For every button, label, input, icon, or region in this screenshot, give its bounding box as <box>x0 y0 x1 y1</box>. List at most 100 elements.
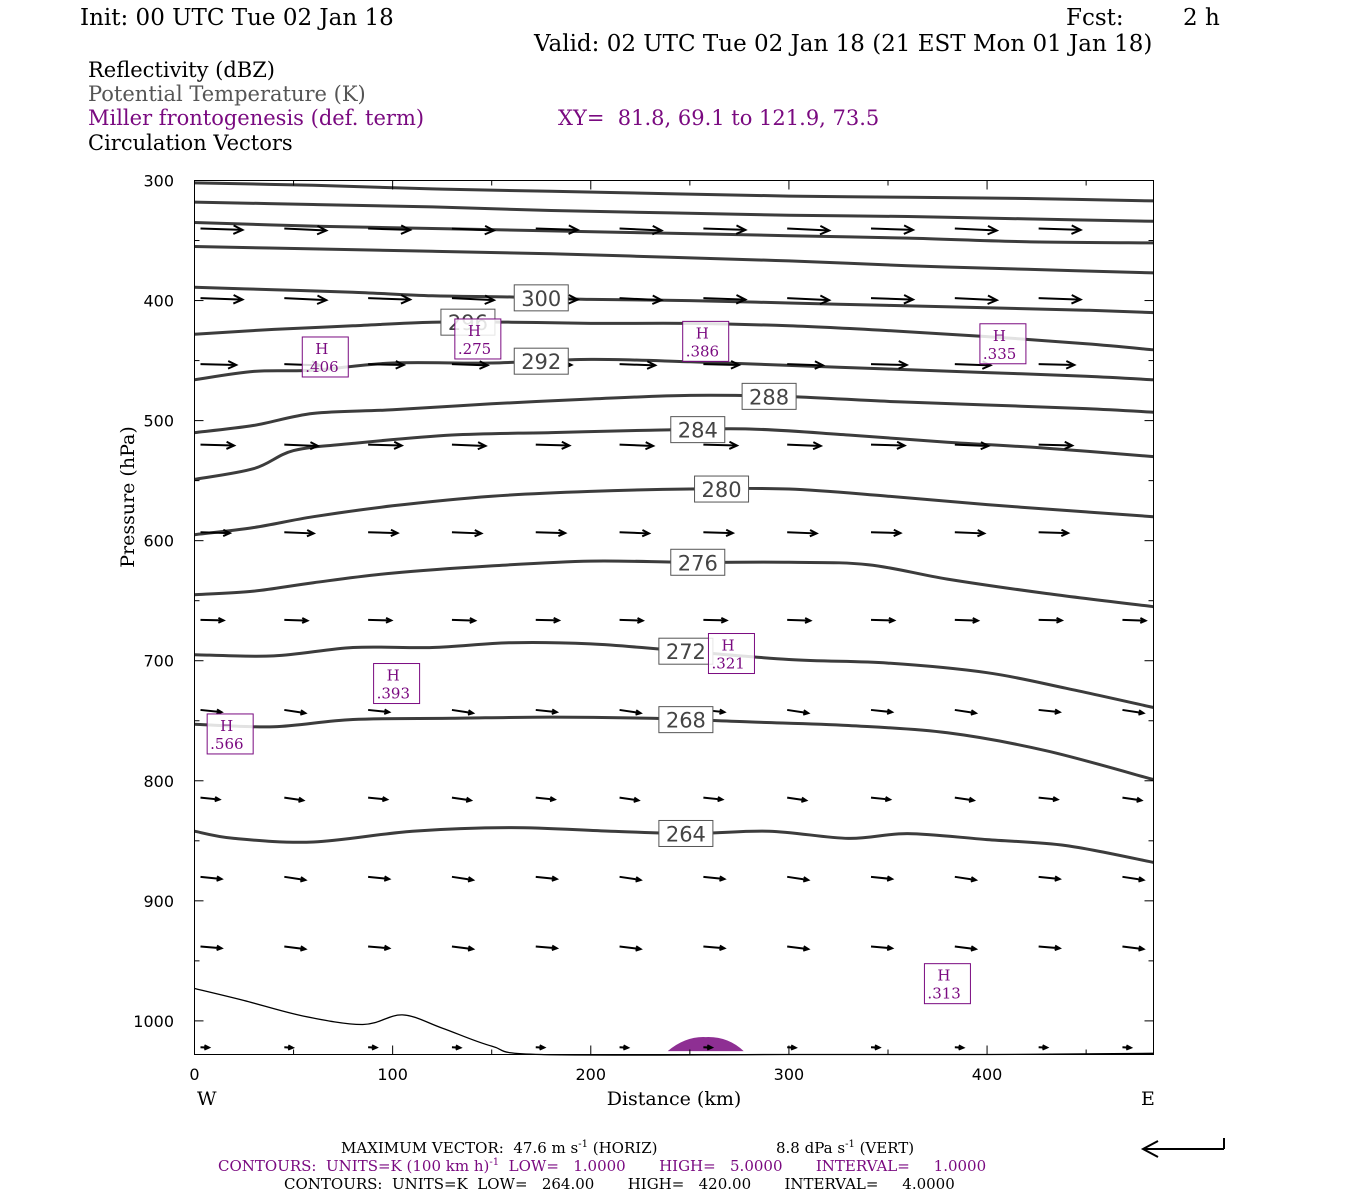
frontogenesis-value: .313 <box>927 985 960 1003</box>
circulation-vector <box>284 1044 296 1051</box>
theta-contour-276 <box>194 559 1154 609</box>
y-axis-title: Pressure (hPa) <box>117 426 139 568</box>
frontogenesis-value: .321 <box>711 655 744 673</box>
circulation-vector <box>451 945 476 952</box>
circulation-vector <box>200 708 224 715</box>
valid-time: Valid: 02 UTC Tue 02 Jan 18 (21 EST Mon … <box>534 31 1153 57</box>
theta-label-264: 264 <box>666 822 706 846</box>
circulation-vector <box>200 440 237 450</box>
frontogenesis-max-566: H.566 <box>206 713 254 755</box>
frontogenesis-value: .335 <box>983 345 1016 363</box>
circulation-vector <box>535 708 560 715</box>
circulation-vector <box>200 875 224 882</box>
circulation-vector <box>619 224 664 236</box>
frontogenesis-h: H <box>468 322 481 340</box>
frontogenesis-h: H <box>220 717 233 735</box>
theta-label-box-288 <box>741 382 797 410</box>
theta-label-284: 284 <box>678 419 718 443</box>
frontogenesis-max-321: H.321 <box>707 633 755 675</box>
circulation-vector <box>535 796 557 803</box>
frontogenesis-h: H <box>937 967 950 985</box>
circulation-vector <box>619 708 643 716</box>
circulation-vector <box>954 617 981 624</box>
frontogenesis-value: .406 <box>305 358 338 376</box>
x-end-label-west: W <box>197 1088 217 1110</box>
circulation-vector <box>870 944 895 952</box>
circulation-vector <box>703 360 742 370</box>
circulation-vector <box>451 875 476 883</box>
circulation-vector <box>703 616 729 624</box>
circulation-vector <box>368 224 413 235</box>
circulation-vector <box>954 224 1000 236</box>
frontogenesis-value: .566 <box>210 735 243 753</box>
circulation-vector <box>451 708 476 716</box>
circulation-vector <box>1038 224 1083 235</box>
circulation-vector <box>1038 616 1065 624</box>
theta-contour-316 <box>194 181 1154 203</box>
circulation-vector <box>787 441 824 451</box>
circulation-vector <box>1038 440 1075 450</box>
circulation-vector <box>1038 294 1083 305</box>
circulation-vector <box>1038 875 1062 882</box>
circulation-vector <box>368 944 392 952</box>
frontogenesis-h: H <box>696 324 709 342</box>
y-tick-label-800: 800 <box>143 772 174 791</box>
circulation-vector <box>1122 945 1146 952</box>
x-tick-label-400: 400 <box>972 1065 1003 1084</box>
circulation-vector <box>451 360 490 370</box>
frontogenesis-max-386: H.386 <box>682 320 730 362</box>
legend-frontogenesis: Miller frontogenesis (def. term) <box>88 106 425 130</box>
theta-contour-288 <box>194 393 1154 435</box>
frontogenesis-value: .386 <box>686 342 719 360</box>
legend-vectors: Circulation Vectors <box>88 131 293 155</box>
circulation-vector <box>284 294 329 305</box>
circulation-vector <box>954 441 991 451</box>
plot-frame <box>194 180 1154 1055</box>
circulation-vector <box>703 224 748 235</box>
circulation-vector <box>870 796 893 803</box>
circulation-vector <box>284 617 310 624</box>
y-tick-label-400: 400 <box>143 292 174 311</box>
circulation-vector <box>954 529 987 538</box>
theta-contour-280 <box>194 486 1154 537</box>
theta-label-268: 268 <box>666 709 706 733</box>
circulation-vector <box>619 441 656 451</box>
theta-label-box-300 <box>513 284 569 312</box>
circulation-vector <box>284 875 308 883</box>
circulation-vector <box>703 440 740 450</box>
theta-label-box-280 <box>694 475 750 503</box>
circulation-vector <box>954 708 979 716</box>
circulation-vector <box>954 294 1000 305</box>
max-vector-vert: 8.8 dPa s-1 (VERT) <box>776 1139 915 1157</box>
circulation-vector <box>451 294 497 305</box>
circulation-vector <box>787 360 826 370</box>
circulation-vector <box>787 796 809 803</box>
theta-label-292: 292 <box>521 350 561 374</box>
circulation-vector <box>284 441 321 451</box>
circulation-vector <box>1122 875 1146 883</box>
circulation-vector <box>1038 796 1060 803</box>
x-tick-label-100: 100 <box>377 1065 408 1084</box>
x-axis-title: Distance (km) <box>607 1088 742 1110</box>
circulation-vector <box>954 875 979 883</box>
reference-vector-arrow <box>1140 1138 1225 1158</box>
circulation-vector <box>368 528 400 537</box>
frontogenesis-h: H <box>387 667 400 685</box>
circulation-vector <box>535 440 572 450</box>
circulation-vector <box>954 945 979 952</box>
circulation-vector <box>787 708 811 716</box>
frontogenesis-max-406: H.406 <box>301 336 349 378</box>
circulation-vector <box>284 224 329 236</box>
y-tick-label-1000: 1000 <box>133 1012 174 1031</box>
circulation-vector <box>870 875 895 882</box>
circulation-vector <box>451 1044 463 1051</box>
circulation-vector <box>368 875 392 882</box>
y-tick-label-500: 500 <box>143 412 174 431</box>
x-tick-label-0: 0 <box>189 1065 199 1084</box>
circulation-vector <box>535 224 581 235</box>
circulation-vector <box>368 796 390 803</box>
circulation-vector <box>870 440 907 450</box>
frontogenesis-max-393: H.393 <box>373 663 421 705</box>
